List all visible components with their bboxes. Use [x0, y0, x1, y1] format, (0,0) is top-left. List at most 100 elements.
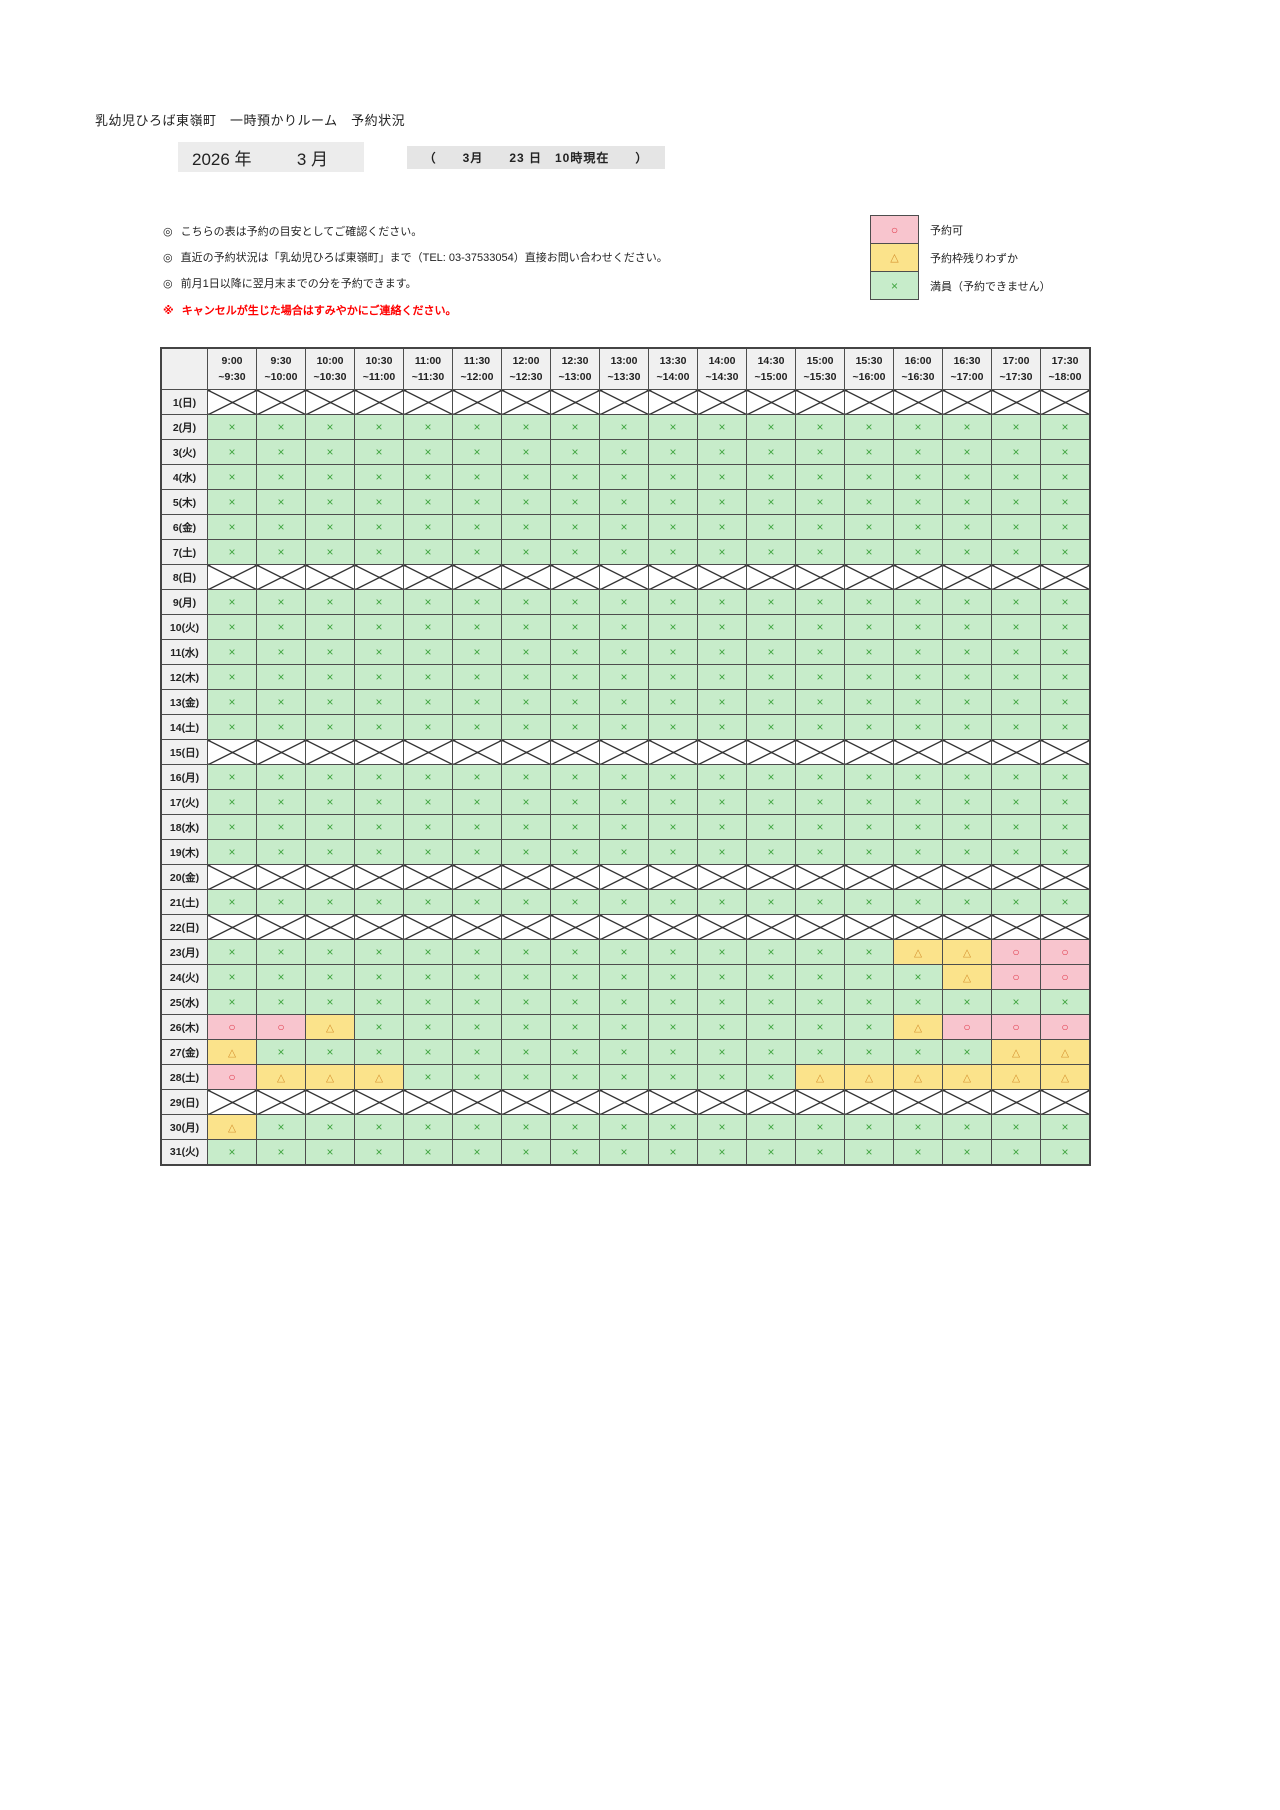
slot-cell: ×: [452, 639, 502, 665]
slot-cell: ×: [305, 1114, 355, 1140]
status-symbol: ×: [1012, 595, 1020, 609]
slot-cell: ×: [550, 689, 600, 715]
slot-cell: ×: [844, 839, 894, 865]
slot-cell: [256, 864, 306, 890]
status-symbol: ×: [522, 445, 530, 459]
slot-cell: ×: [354, 839, 404, 865]
day-label: 12(木): [160, 664, 208, 690]
status-symbol: ×: [522, 470, 530, 484]
slot-cell: ×: [354, 789, 404, 815]
slot-cell: ×: [452, 764, 502, 790]
slot-cell: ×: [550, 1139, 600, 1165]
slot-cell: ×: [942, 1139, 992, 1165]
status-symbol: ×: [375, 770, 383, 784]
status-symbol: ×: [620, 495, 628, 509]
slot-cell: ×: [991, 764, 1041, 790]
slot-cell: ×: [746, 1039, 796, 1065]
slot-cell: ×: [403, 1114, 453, 1140]
slot-cell: ×: [599, 664, 649, 690]
slot-cell: [501, 864, 551, 890]
status-symbol: ×: [669, 470, 677, 484]
status-symbol: ×: [1012, 695, 1020, 709]
slot-cell: ×: [354, 764, 404, 790]
slot-cell: ×: [746, 889, 796, 915]
slot-cell: ×: [501, 889, 551, 915]
slot-cell: ×: [746, 939, 796, 965]
status-symbol: △: [325, 1072, 335, 1084]
slot-cell: ×: [452, 939, 502, 965]
status-symbol: ×: [669, 520, 677, 534]
slot-cell: ○: [991, 939, 1041, 965]
slot-cell: [1040, 914, 1091, 940]
status-symbol: ×: [865, 1144, 873, 1159]
status-symbol: ×: [326, 470, 334, 484]
slot-end: ~15:30: [803, 371, 837, 383]
status-symbol: ×: [816, 1144, 824, 1159]
day-row: 28(土) ○ △ △ △ × × × × × × × × △ △ △ △ △ △: [160, 1064, 1091, 1090]
status-symbol: ×: [473, 995, 481, 1009]
slot-cell: [795, 564, 845, 590]
slot-cell: ×: [697, 464, 747, 490]
status-symbol: ×: [767, 995, 775, 1009]
status-symbol: ×: [473, 470, 481, 484]
day-row: 27(金) △ × × × × × × × × × × × × × × × △ △: [160, 1039, 1091, 1065]
status-symbol: ×: [914, 1144, 922, 1159]
status-symbol: ×: [914, 1120, 922, 1134]
status-symbol: ×: [718, 995, 726, 1009]
slot-cell: ×: [1040, 889, 1091, 915]
status-symbol: ×: [718, 820, 726, 834]
status-symbol: ×: [767, 1020, 775, 1034]
slot-cell: ×: [599, 439, 649, 465]
year-month-box: 2026 年 3 月: [178, 142, 364, 172]
day-label: 24(火): [160, 964, 208, 990]
status-symbol: ×: [473, 895, 481, 909]
status-symbol: ×: [718, 495, 726, 509]
status-symbol: ×: [375, 545, 383, 559]
status-symbol: ×: [424, 1070, 432, 1084]
status-symbol: ×: [571, 895, 579, 909]
status-symbol: ×: [816, 720, 824, 734]
status-symbol: △: [962, 1072, 972, 1084]
status-symbol: ×: [522, 720, 530, 734]
status-symbol: ×: [473, 945, 481, 959]
slot-cell: ×: [452, 539, 502, 565]
slot-cell: ×: [795, 489, 845, 515]
slot-cell: ×: [403, 539, 453, 565]
status-symbol: ×: [375, 695, 383, 709]
slot-cell: ×: [893, 1039, 943, 1065]
slot-cell: ×: [795, 814, 845, 840]
slot-cell: [354, 739, 404, 765]
slot-cell: ×: [305, 614, 355, 640]
slot-cell: ×: [599, 889, 649, 915]
slot-cell: ×: [942, 789, 992, 815]
slot-cell: ×: [697, 639, 747, 665]
slot-cell: ×: [354, 514, 404, 540]
slot-cell: ○: [207, 1014, 257, 1040]
status-symbol: ×: [326, 895, 334, 909]
slot-cell: ×: [844, 1139, 894, 1165]
slot-cell: ×: [795, 714, 845, 740]
slot-end: ~13:30: [607, 371, 641, 383]
status-symbol: ×: [816, 845, 824, 859]
status-symbol: ×: [620, 1144, 628, 1159]
status-symbol: ×: [1012, 1144, 1020, 1159]
status-symbol: ×: [669, 645, 677, 659]
slot-cell: ×: [746, 489, 796, 515]
day-row: 5(木) × × × × × × × × × × × × × × × × × ×: [160, 489, 1091, 515]
slot-cell: ×: [354, 589, 404, 615]
status-symbol: ×: [277, 945, 285, 959]
slot-cell: [501, 1089, 551, 1115]
slot-cell: [746, 1089, 796, 1115]
slot-cell: ×: [942, 1039, 992, 1065]
status-symbol: ×: [963, 895, 971, 909]
status-symbol: △: [1060, 1072, 1070, 1084]
status-symbol: ×: [767, 520, 775, 534]
slot-cell: ×: [697, 539, 747, 565]
slot-cell: ×: [501, 514, 551, 540]
time-header: 17:30 ~18:00: [1040, 347, 1091, 390]
slot-cell: ×: [991, 664, 1041, 690]
day-label: 7(土): [160, 539, 208, 565]
day-label: 8(日): [160, 564, 208, 590]
slot-cell: ×: [207, 614, 257, 640]
slot-cell: ×: [550, 514, 600, 540]
